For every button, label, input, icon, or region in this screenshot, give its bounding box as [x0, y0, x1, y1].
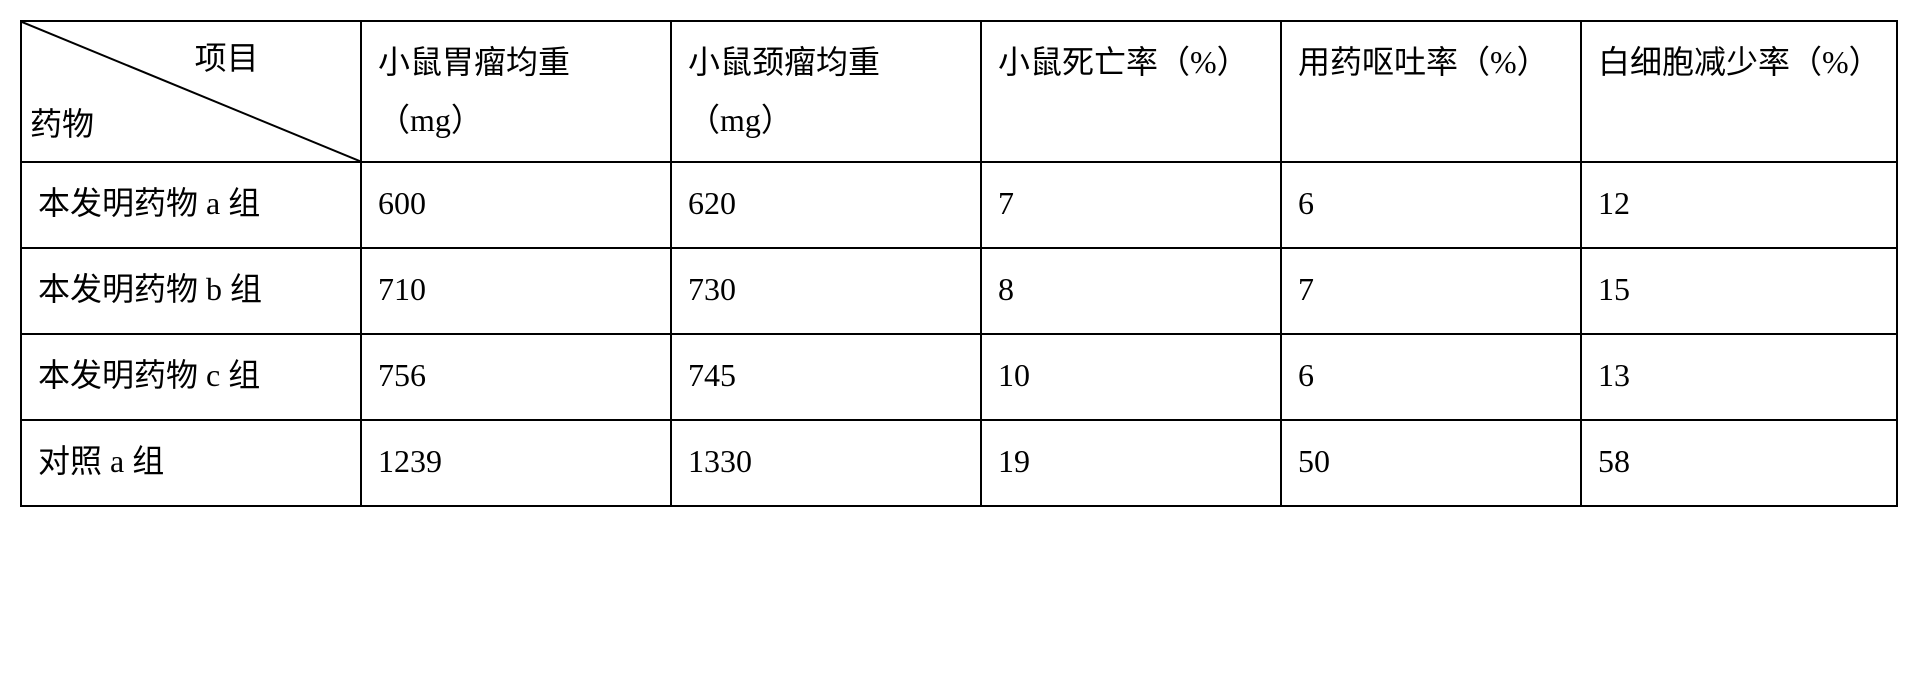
cell-value: 620	[671, 162, 981, 248]
table-row: 本发明药物 c 组 756 745 10 6 13	[21, 334, 1897, 420]
header-top-label: 项目	[195, 30, 259, 88]
table-row: 对照 a 组 1239 1330 19 50 58	[21, 420, 1897, 506]
table-row: 本发明药物 a 组 600 620 7 6 12	[21, 162, 1897, 248]
row-label: 本发明药物 b 组	[21, 248, 361, 334]
table-row: 本发明药物 b 组 710 730 8 7 15	[21, 248, 1897, 334]
cell-value: 756	[361, 334, 671, 420]
cell-value: 13	[1581, 334, 1897, 420]
cell-value: 1330	[671, 420, 981, 506]
cell-value: 50	[1281, 420, 1581, 506]
row-label: 对照 a 组	[21, 420, 361, 506]
cell-value: 15	[1581, 248, 1897, 334]
cell-value: 745	[671, 334, 981, 420]
cell-value: 8	[981, 248, 1281, 334]
cell-value: 19	[981, 420, 1281, 506]
data-table: 项目 药物 小鼠胃瘤均重（mg） 小鼠颈瘤均重（mg） 小鼠死亡率（%） 用药呕…	[20, 20, 1898, 507]
column-header: 小鼠死亡率（%）	[981, 21, 1281, 162]
cell-value: 6	[1281, 334, 1581, 420]
row-label: 本发明药物 a 组	[21, 162, 361, 248]
header-bottom-label: 药物	[30, 96, 94, 154]
table-header-row: 项目 药物 小鼠胃瘤均重（mg） 小鼠颈瘤均重（mg） 小鼠死亡率（%） 用药呕…	[21, 21, 1897, 162]
column-header: 小鼠胃瘤均重（mg）	[361, 21, 671, 162]
diagonal-header-cell: 项目 药物	[21, 21, 361, 162]
cell-value: 7	[1281, 248, 1581, 334]
cell-value: 710	[361, 248, 671, 334]
cell-value: 10	[981, 334, 1281, 420]
column-header: 小鼠颈瘤均重（mg）	[671, 21, 981, 162]
cell-value: 1239	[361, 420, 671, 506]
cell-value: 6	[1281, 162, 1581, 248]
cell-value: 7	[981, 162, 1281, 248]
cell-value: 58	[1581, 420, 1897, 506]
cell-value: 600	[361, 162, 671, 248]
cell-value: 730	[671, 248, 981, 334]
row-label: 本发明药物 c 组	[21, 334, 361, 420]
column-header: 白细胞减少率（%）	[1581, 21, 1897, 162]
cell-value: 12	[1581, 162, 1897, 248]
column-header: 用药呕吐率（%）	[1281, 21, 1581, 162]
